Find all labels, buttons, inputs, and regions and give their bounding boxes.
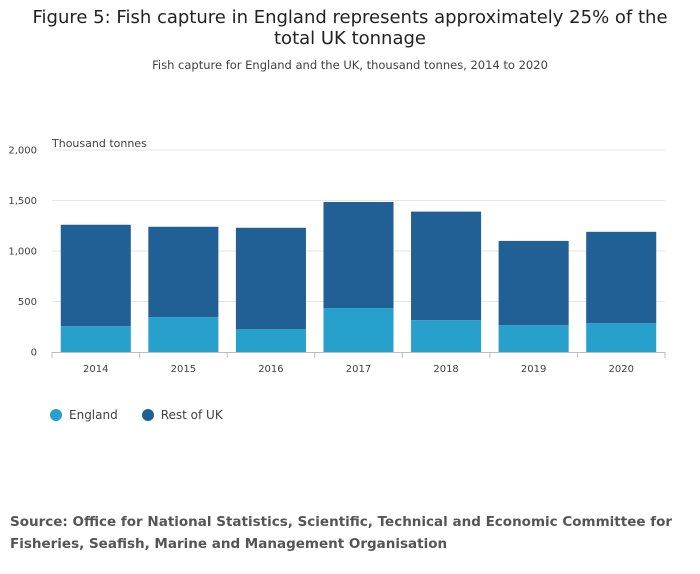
bar-rest-of-uk-2015 xyxy=(148,226,219,318)
bar-england-2020 xyxy=(586,323,657,352)
bar-rest-of-uk-2019 xyxy=(498,240,569,326)
legend-label-england: England xyxy=(69,408,118,422)
legend-swatch-england xyxy=(50,409,62,421)
y-tick-label-1: 500 xyxy=(18,297,37,308)
chart-subtitle: Fish capture for England and the UK, tho… xyxy=(152,58,548,72)
x-tick-label-2014: 2014 xyxy=(83,364,108,375)
x-tick-label-2018: 2018 xyxy=(433,364,458,375)
y-tick-label-4: 2,000 xyxy=(8,146,37,157)
bar-rest-of-uk-2017 xyxy=(323,202,394,309)
bar-england-2014 xyxy=(60,326,131,352)
y-tick-label-0: 0 xyxy=(31,348,37,359)
bar-rest-of-uk-2014 xyxy=(60,224,131,327)
y-axis-title: Thousand tonnes xyxy=(51,137,147,150)
y-tick-label-3: 1,500 xyxy=(8,196,37,207)
bars xyxy=(60,202,657,352)
axes: 0 500 1,000 1,500 2,000 2014 2015 2016 2017 2018 2… xyxy=(8,146,666,375)
y-tick-label-2: 1,000 xyxy=(8,247,37,258)
bar-england-2015 xyxy=(148,317,219,352)
stacked-bar-chart: 0 500 1,000 1,500 2,000 2014 2015 2016 2017 2018 2… xyxy=(8,137,666,375)
legend-swatch-rest-of-uk xyxy=(141,409,154,421)
legend-label-rest-of-uk: Rest of UK xyxy=(160,408,223,422)
bar-rest-of-uk-2016 xyxy=(235,227,306,330)
bar-rest-of-uk-2020 xyxy=(586,231,657,324)
legend: England Rest of UK xyxy=(50,408,223,422)
bar-rest-of-uk-2018 xyxy=(411,211,482,321)
x-tick-label-2017: 2017 xyxy=(346,364,371,375)
x-tick-label-2016: 2016 xyxy=(258,364,283,375)
bar-england-2016 xyxy=(235,329,306,352)
legend-item-rest-of-uk[interactable]: Rest of UK xyxy=(141,408,223,422)
x-tick-label-2020: 2020 xyxy=(608,364,633,375)
x-tick-label-2019: 2019 xyxy=(521,364,546,375)
source-note: Source: Office for National Statistics, … xyxy=(10,514,673,552)
bar-england-2018 xyxy=(411,320,482,352)
legend-item-england[interactable]: England xyxy=(50,408,118,422)
x-tick-label-2015: 2015 xyxy=(171,364,196,375)
chart-title: Figure 5: Fish capture in England repres… xyxy=(32,7,668,49)
bar-england-2019 xyxy=(498,325,569,352)
bar-england-2017 xyxy=(323,308,394,352)
